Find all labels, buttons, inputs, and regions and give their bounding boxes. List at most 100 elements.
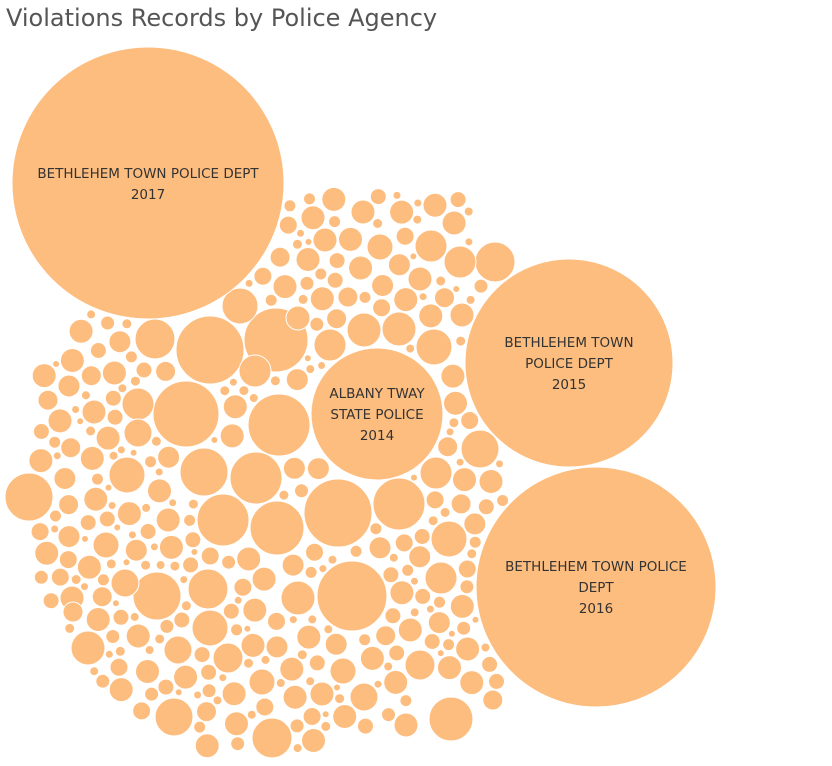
- bubble[interactable]: [282, 684, 308, 710]
- bubble[interactable]: [373, 679, 383, 689]
- bubble[interactable]: [219, 385, 231, 397]
- bubble[interactable]: [76, 554, 102, 580]
- bubble[interactable]: [125, 623, 151, 649]
- bubble[interactable]: [95, 425, 121, 451]
- bubble[interactable]: [448, 417, 460, 429]
- bubble[interactable]: [193, 690, 203, 700]
- bubble[interactable]: [147, 478, 172, 504]
- bubble[interactable]: [346, 312, 382, 348]
- bubble[interactable]: [337, 286, 359, 308]
- bubble[interactable]: [218, 673, 228, 683]
- bubble[interactable]: [139, 523, 157, 540]
- bubble[interactable]: [397, 617, 423, 643]
- bubble[interactable]: [452, 285, 461, 293]
- bubble[interactable]: [296, 624, 322, 650]
- bubble[interactable]: [295, 247, 321, 272]
- bubble[interactable]: [423, 633, 441, 650]
- bubble[interactable]: [50, 524, 60, 534]
- bubble[interactable]: [463, 512, 487, 536]
- bubble[interactable]: [305, 542, 324, 562]
- bubble[interactable]: [104, 649, 114, 659]
- bubble[interactable]: [299, 275, 315, 291]
- bubble[interactable]: [123, 418, 153, 448]
- bubble[interactable]: [53, 467, 77, 490]
- bubble[interactable]: [200, 546, 220, 566]
- bubble[interactable]: [79, 445, 105, 471]
- bubble[interactable]: [414, 229, 448, 263]
- bubble[interactable]: [307, 614, 318, 625]
- bubble[interactable]: [111, 599, 120, 608]
- bubble[interactable]: [372, 298, 392, 318]
- bubble[interactable]: [305, 364, 316, 375]
- bubble-mark[interactable]: [310, 347, 444, 481]
- bubble[interactable]: [154, 697, 194, 737]
- bubble[interactable]: [236, 546, 262, 572]
- bubble[interactable]: [98, 510, 116, 528]
- bubble[interactable]: [242, 597, 268, 623]
- bubble[interactable]: [412, 214, 423, 225]
- bubble[interactable]: [248, 668, 276, 696]
- bubble[interactable]: [194, 733, 220, 759]
- bubble[interactable]: [349, 682, 379, 712]
- bubble[interactable]: [89, 666, 100, 677]
- bubble[interactable]: [159, 618, 175, 634]
- bubble[interactable]: [450, 493, 472, 515]
- bubble[interactable]: [104, 483, 113, 492]
- bubble[interactable]: [306, 457, 330, 481]
- bubble[interactable]: [289, 718, 305, 734]
- bubble[interactable]: [389, 580, 415, 606]
- bubble[interactable]: [445, 427, 455, 437]
- bubble[interactable]: [328, 252, 346, 270]
- bubble[interactable]: [441, 210, 467, 236]
- bubble-mark[interactable]: [464, 258, 674, 468]
- bubble[interactable]: [108, 677, 134, 703]
- bubble[interactable]: [187, 568, 229, 610]
- bubble[interactable]: [366, 233, 394, 261]
- bubble[interactable]: [246, 709, 257, 720]
- bubble[interactable]: [320, 720, 332, 732]
- bubble[interactable]: [303, 478, 373, 548]
- bubble[interactable]: [222, 394, 248, 420]
- bubble[interactable]: [152, 380, 220, 448]
- bubble[interactable]: [92, 531, 120, 559]
- bubble[interactable]: [272, 274, 298, 300]
- bubble[interactable]: [34, 540, 60, 566]
- bubble[interactable]: [238, 354, 272, 388]
- bubble[interactable]: [140, 559, 152, 571]
- bubble[interactable]: [478, 469, 504, 494]
- bubble[interactable]: [392, 190, 402, 200]
- bubble[interactable]: [48, 435, 62, 449]
- bubble[interactable]: [369, 522, 383, 536]
- bubble[interactable]: [150, 435, 162, 447]
- bubble[interactable]: [173, 611, 191, 629]
- bubble[interactable]: [308, 654, 326, 672]
- bubble[interactable]: [108, 450, 119, 461]
- bubble[interactable]: [437, 436, 459, 458]
- bubble[interactable]: [265, 635, 289, 659]
- bubble[interactable]: [248, 393, 259, 403]
- bubble[interactable]: [285, 368, 309, 392]
- bubble[interactable]: [79, 514, 97, 532]
- bubble[interactable]: [95, 673, 111, 689]
- bubble[interactable]: [91, 472, 104, 486]
- bubble[interactable]: [288, 615, 298, 625]
- bubble[interactable]: [70, 630, 106, 666]
- bubble[interactable]: [155, 560, 166, 570]
- bubble-mark[interactable]: [11, 46, 285, 320]
- bubble[interactable]: [388, 644, 406, 662]
- bubble[interactable]: [112, 608, 130, 626]
- bubble[interactable]: [168, 498, 178, 508]
- bubble[interactable]: [442, 638, 456, 652]
- bubble[interactable]: [132, 701, 152, 721]
- bubble[interactable]: [349, 544, 363, 558]
- bubble[interactable]: [175, 315, 245, 385]
- bubble[interactable]: [301, 728, 326, 753]
- bubble[interactable]: [318, 564, 328, 574]
- bubble[interactable]: [324, 632, 348, 656]
- bubble[interactable]: [443, 390, 468, 416]
- bubble[interactable]: [81, 534, 89, 543]
- bubble[interactable]: [134, 318, 176, 360]
- bubble[interactable]: [312, 227, 338, 253]
- bubble[interactable]: [305, 676, 316, 687]
- bubble[interactable]: [425, 490, 445, 510]
